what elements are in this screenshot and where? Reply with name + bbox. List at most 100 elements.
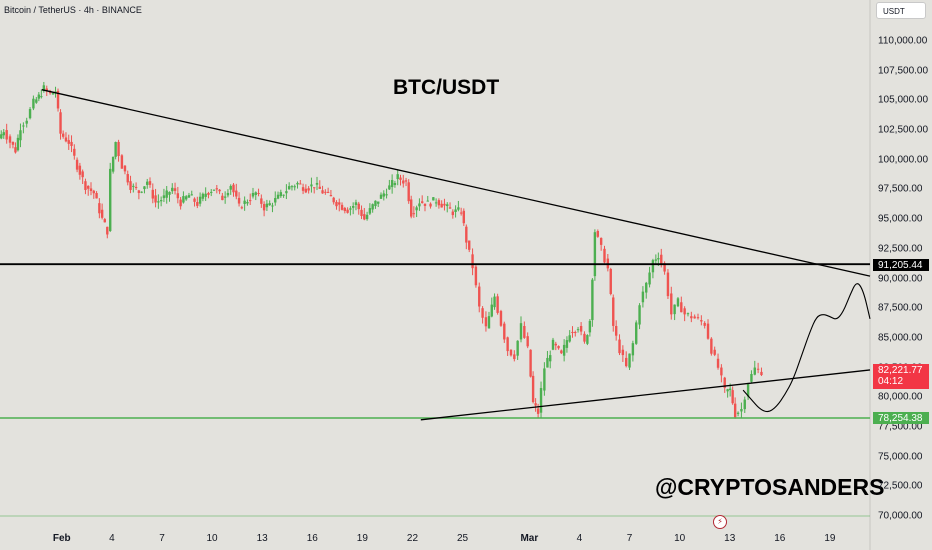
candle-body	[586, 335, 589, 344]
candle-body	[415, 207, 418, 211]
candle-body	[710, 338, 713, 354]
y-tick-label: 85,000.00	[878, 332, 923, 344]
candle-body	[151, 189, 154, 199]
candle-body	[42, 85, 46, 92]
candle-body	[360, 209, 363, 217]
candle-body	[382, 193, 385, 197]
candle-body	[683, 308, 686, 315]
candle-body	[519, 323, 523, 340]
candle-body	[335, 201, 338, 207]
candle-body	[437, 200, 441, 206]
candle-body	[404, 180, 408, 182]
candle-body	[210, 191, 213, 193]
candle-body	[363, 214, 366, 220]
chart-title: Bitcoin / TetherUS · 4h · BINANCE	[4, 5, 142, 15]
candle-body	[740, 409, 743, 412]
candle-body	[321, 190, 324, 194]
candle-body	[315, 182, 319, 185]
candle-body	[232, 184, 235, 193]
candle-body	[753, 367, 756, 375]
candle-body	[641, 291, 645, 303]
candle-body	[165, 190, 168, 198]
candle-body	[103, 219, 106, 223]
candle-body	[531, 375, 535, 403]
candle-body	[207, 193, 210, 195]
candle-body	[223, 196, 227, 198]
candle-body	[371, 204, 374, 210]
candle-body	[571, 331, 574, 334]
candle-body	[196, 202, 199, 206]
candle-body	[487, 316, 491, 329]
candle-body	[293, 186, 296, 188]
candle-body	[229, 185, 232, 190]
candle-body	[513, 354, 516, 360]
candle-body	[59, 112, 62, 134]
candle-body	[111, 156, 115, 172]
candle-body	[313, 187, 316, 189]
candle-body	[574, 332, 577, 334]
candle-body	[596, 231, 600, 237]
candle-body	[340, 204, 344, 210]
candle-body	[673, 304, 676, 315]
x-tick-label: Mar	[520, 533, 539, 544]
candle-body	[648, 272, 651, 285]
candle-body	[651, 260, 655, 273]
candle-body	[11, 141, 15, 145]
x-tick-label: 4	[576, 533, 583, 544]
candle-body	[218, 189, 221, 192]
candle-body	[285, 191, 288, 194]
candle-body	[529, 349, 532, 377]
x-tick-label: 16	[306, 533, 318, 544]
candle-body	[657, 258, 660, 260]
candle-body	[516, 340, 519, 356]
candle-body	[87, 185, 90, 189]
candle-body	[462, 210, 466, 224]
candle-body	[614, 326, 618, 336]
currency-selector[interactable]: USDT	[876, 2, 926, 19]
candle-body	[168, 191, 171, 195]
candle-body	[67, 140, 70, 144]
candle-body	[484, 317, 488, 327]
x-tick-label: 10	[674, 533, 686, 544]
candle-body	[429, 203, 432, 207]
candle-body	[70, 141, 73, 146]
candle-body	[51, 93, 55, 95]
y-tick-label: 90,000.00	[878, 273, 923, 284]
candle-body	[399, 177, 402, 180]
candle-body	[318, 186, 321, 189]
candle-body	[432, 197, 435, 201]
projection-path	[742, 283, 871, 413]
resistance-price-tag: 91,205.44	[873, 259, 929, 271]
candle-body	[593, 232, 597, 277]
candle-body	[599, 237, 603, 245]
candle-body	[22, 125, 25, 127]
candle-body	[14, 147, 17, 153]
candle-body	[106, 226, 109, 235]
candle-body	[396, 174, 399, 180]
candle-body	[157, 201, 160, 203]
candle-body	[198, 196, 202, 204]
candle-body	[526, 336, 529, 347]
candle-body	[457, 207, 460, 210]
candle-body	[506, 337, 509, 352]
candle-body	[377, 201, 380, 204]
candle-body	[638, 305, 641, 325]
candle-body	[162, 195, 166, 199]
candle-body	[465, 226, 468, 243]
x-tick-label: 13	[724, 533, 736, 544]
candle-body	[746, 383, 750, 397]
candle-body	[109, 168, 112, 231]
candle-body	[237, 197, 241, 204]
candle-body	[499, 311, 503, 326]
candle-body	[134, 186, 138, 189]
flash-icon[interactable]: ⚡	[713, 515, 727, 529]
candle-body	[446, 204, 449, 207]
last-price-value: 82,221.77	[878, 365, 923, 376]
candle-body	[282, 194, 285, 196]
candle-body	[2, 132, 5, 136]
candle-body	[496, 296, 499, 313]
candle-body	[307, 188, 310, 191]
candle-body	[329, 195, 333, 197]
x-tick-label: 7	[159, 533, 165, 544]
